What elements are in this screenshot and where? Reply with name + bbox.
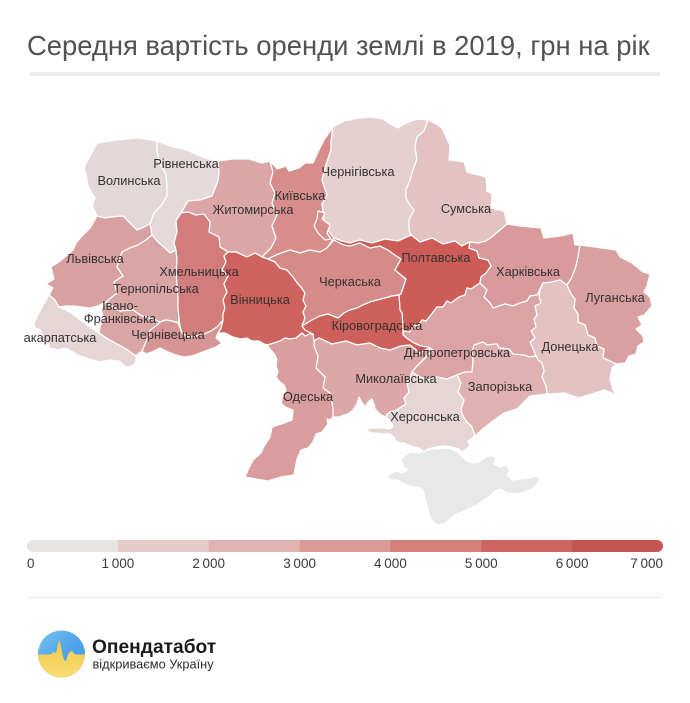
svg-text:Луганська: Луганська bbox=[585, 290, 645, 305]
svg-text:Рівненська: Рівненська bbox=[153, 156, 219, 171]
svg-text:Запорізька: Запорізька bbox=[468, 379, 533, 394]
svg-text:Волинська: Волинська bbox=[97, 173, 161, 188]
svg-text:Хмельницька: Хмельницька bbox=[159, 264, 239, 279]
svg-text:Івано-: Івано- bbox=[102, 298, 138, 313]
svg-text:Чернівецька: Чернівецька bbox=[131, 327, 205, 342]
svg-text:1 000: 1 000 bbox=[102, 556, 135, 571]
svg-text:Кіровоградська: Кіровоградська bbox=[332, 318, 424, 333]
svg-text:7 000: 7 000 bbox=[630, 556, 663, 571]
svg-text:акарпатська: акарпатська bbox=[24, 330, 98, 345]
svg-text:Тернопільська: Тернопільська bbox=[113, 281, 199, 296]
svg-text:Полтавська: Полтавська bbox=[401, 250, 471, 265]
svg-text:Дніпропетровська: Дніпропетровська bbox=[404, 345, 511, 360]
svg-text:Харківська: Харківська bbox=[496, 264, 561, 279]
svg-text:0: 0 bbox=[27, 556, 35, 571]
svg-text:Опендатабот: Опендатабот bbox=[92, 637, 216, 658]
svg-text:2 000: 2 000 bbox=[192, 556, 225, 571]
svg-text:3 000: 3 000 bbox=[283, 556, 316, 571]
svg-text:Франківська: Франківська bbox=[84, 311, 157, 326]
svg-text:Одеська: Одеська bbox=[283, 389, 334, 404]
svg-text:4 000: 4 000 bbox=[374, 556, 407, 571]
svg-text:Львівська: Львівська bbox=[66, 251, 124, 266]
svg-text:Київська: Київська bbox=[275, 188, 327, 203]
svg-text:Черкаська: Черкаська bbox=[319, 274, 382, 289]
svg-text:Донецька: Донецька bbox=[541, 339, 599, 354]
svg-text:Чернігівська: Чернігівська bbox=[322, 164, 396, 179]
svg-text:Миколаївська: Миколаївська bbox=[355, 371, 437, 386]
svg-text:Житомирська: Житомирська bbox=[213, 202, 295, 217]
svg-text:6 000: 6 000 bbox=[556, 556, 589, 571]
svg-text:Сумська: Сумська bbox=[441, 201, 492, 216]
svg-text:відкриваємо Україну: відкриваємо Україну bbox=[93, 657, 215, 672]
svg-text:Вінницька: Вінницька bbox=[230, 292, 291, 307]
svg-text:Херсонська: Херсонська bbox=[390, 409, 460, 424]
svg-text:5 000: 5 000 bbox=[465, 556, 498, 571]
